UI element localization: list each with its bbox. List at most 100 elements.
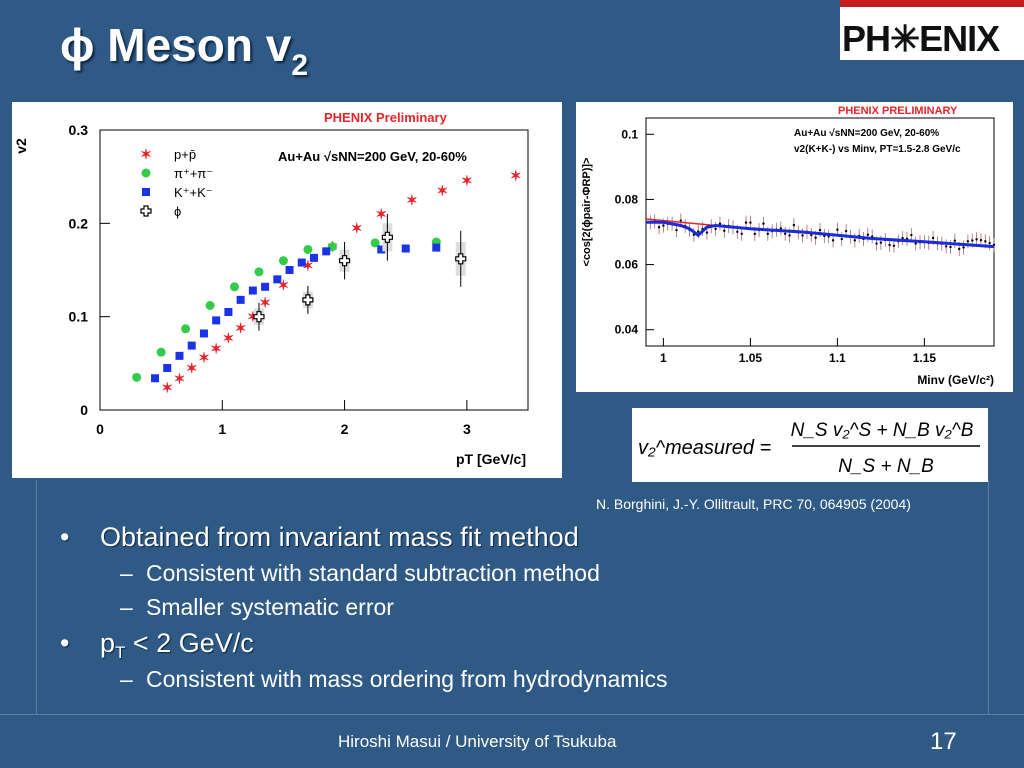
y-tick-label-right: 0.1 xyxy=(621,127,638,141)
formula-box: v₂^measured = N_S v₂^S + N_B v₂^B N_S + … xyxy=(632,408,988,482)
kaon-point xyxy=(401,244,410,253)
sub-bullet-marker: – xyxy=(120,560,133,586)
minv-point xyxy=(879,241,883,244)
footer-text: Hiroshi Masui / University of Tsukuba xyxy=(338,732,617,751)
kaon-point xyxy=(322,247,331,256)
minv-point xyxy=(901,236,904,240)
preliminary-label: PHENIX Preliminary xyxy=(324,110,448,125)
formula-denominator: N_S + N_B xyxy=(838,456,934,477)
y-tick-label-right: 0.06 xyxy=(615,258,639,272)
minv-point xyxy=(979,238,983,242)
formula-numerator: N_S v₂^S + N_B v₂^B xyxy=(791,420,974,441)
proton-point: ✶ xyxy=(375,206,387,222)
minv-point xyxy=(984,240,987,243)
x-tick-label-right: 1.15 xyxy=(913,351,937,365)
slide-title-sub: 2 xyxy=(291,49,308,82)
y-tick-label-right: 0.04 xyxy=(615,323,639,337)
phi-point xyxy=(455,253,467,265)
legend-entry: K⁺+K⁻ xyxy=(174,185,213,200)
proton-point: ✶ xyxy=(278,277,290,293)
proton-point: ✶ xyxy=(406,192,418,208)
minv-point xyxy=(744,221,748,224)
kaon-point xyxy=(142,188,150,196)
bullet-1: • Obtained from invariant mass fit metho… xyxy=(60,522,960,560)
minv-point xyxy=(679,219,682,222)
kaon-point xyxy=(151,374,160,383)
phi-point xyxy=(302,294,314,306)
minv-point xyxy=(910,233,913,237)
bullet-marker: • xyxy=(60,628,70,658)
y-tick-label: 0 xyxy=(80,402,88,418)
minv-point xyxy=(788,234,791,237)
phi-point xyxy=(253,311,265,323)
proton-point: ✶ xyxy=(198,350,210,366)
kaon-point xyxy=(285,266,294,274)
phi-point xyxy=(381,231,393,243)
proton-point: ✶ xyxy=(210,340,222,356)
sub-bullet-marker: – xyxy=(120,594,133,620)
minv-point xyxy=(888,243,891,247)
legend-entry: p+p̄ xyxy=(174,147,196,162)
proton-point: ✶ xyxy=(437,183,449,199)
minv-point xyxy=(892,244,896,247)
minv-point xyxy=(766,232,769,236)
minv-point xyxy=(831,239,835,242)
minv-point xyxy=(723,229,726,232)
sub-bullet-marker: – xyxy=(120,666,133,692)
minv-point xyxy=(875,242,878,245)
annotation-label: Au+Au √sNN=200 GeV, 20-60% xyxy=(278,149,467,164)
plot-frame xyxy=(99,129,529,411)
slide-title: ϕ Meson v2 xyxy=(60,18,308,82)
bullet-text-main: p xyxy=(100,628,116,658)
kaon-point xyxy=(236,295,245,304)
legend-entry: ϕ xyxy=(174,204,181,219)
footer-divider xyxy=(0,714,1024,715)
minv-point xyxy=(866,233,870,236)
x-tick-label: 3 xyxy=(463,421,471,437)
pion-point xyxy=(278,256,288,266)
bullet-text-rest: < 2 GeV/c xyxy=(125,628,254,658)
formula-lhs: v₂^measured = xyxy=(638,437,771,459)
phenix-logo: PH✳ENIX xyxy=(840,0,1024,60)
minv-point xyxy=(740,232,743,235)
minv-point xyxy=(975,238,978,241)
kaon-point xyxy=(163,364,172,372)
minv-point xyxy=(779,227,783,230)
x-tick-label-right: 1.1 xyxy=(829,351,846,365)
minv-point xyxy=(697,230,700,233)
y-axis-label-right: <cos[2(ϕpair-ΦRP)]> xyxy=(581,158,593,267)
proton-point: ✶ xyxy=(235,320,247,336)
pion-point xyxy=(303,244,313,254)
minv-point xyxy=(971,239,974,242)
legend: ✶ p+p̄ π⁺+π⁻ K⁺+K⁻ ϕ xyxy=(140,146,213,219)
minv-point xyxy=(662,224,665,227)
proton-point: ✶ xyxy=(186,360,198,376)
kaon-point xyxy=(175,351,184,360)
page-number: 17 xyxy=(930,728,957,755)
sub-bullet-text: Consistent with standard subtraction met… xyxy=(146,560,600,586)
minv-point xyxy=(966,240,970,243)
plot-frame-right xyxy=(645,117,995,347)
legend-entry: π⁺+π⁻ xyxy=(174,166,213,181)
minv-point xyxy=(931,236,935,240)
pion-point xyxy=(254,267,264,277)
kaon-point xyxy=(199,329,208,338)
minv-point xyxy=(810,233,813,237)
bullet-2a: – Consistent with mass ordering from hyd… xyxy=(60,666,960,700)
proton-point: ✶ xyxy=(351,220,363,236)
kaon-point xyxy=(212,316,221,325)
kaon-point xyxy=(248,286,257,295)
proton-point: ✶ xyxy=(302,257,314,273)
kaon-point xyxy=(297,258,306,267)
pion-point xyxy=(141,168,151,178)
pion-point xyxy=(132,372,142,382)
proton-point: ✶ xyxy=(223,330,235,346)
minv-point xyxy=(914,242,917,245)
minv-point xyxy=(657,226,661,229)
bullet-list: • Obtained from invariant mass fit metho… xyxy=(60,522,960,700)
pion-point xyxy=(205,300,215,310)
kaon-point xyxy=(261,282,270,291)
pion-point xyxy=(156,347,166,357)
proton-point: ✶ xyxy=(461,172,473,188)
